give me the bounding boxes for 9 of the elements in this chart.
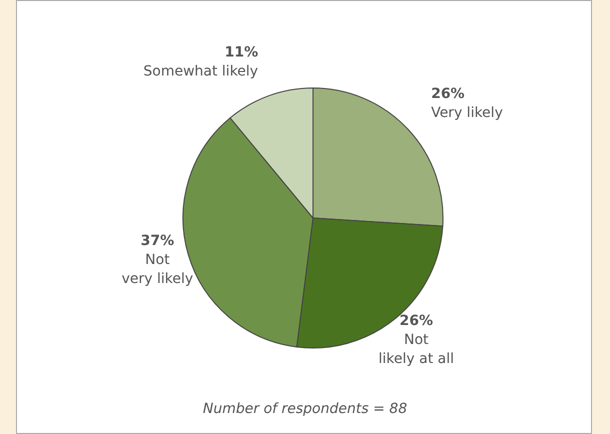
data-label: 37% bbox=[140, 233, 174, 250]
text: Number of respondents = 88 bbox=[202, 401, 408, 417]
slice-label: Not likely at all bbox=[378, 332, 454, 367]
slice-label: Very likely bbox=[431, 105, 503, 122]
data-label: 11% bbox=[224, 44, 258, 61]
slice-label: Not very likely bbox=[122, 252, 194, 288]
data-label: 26% bbox=[431, 86, 465, 102]
data-label: 26% bbox=[400, 312, 434, 329]
slice-label: Somewhat likely bbox=[143, 64, 258, 80]
